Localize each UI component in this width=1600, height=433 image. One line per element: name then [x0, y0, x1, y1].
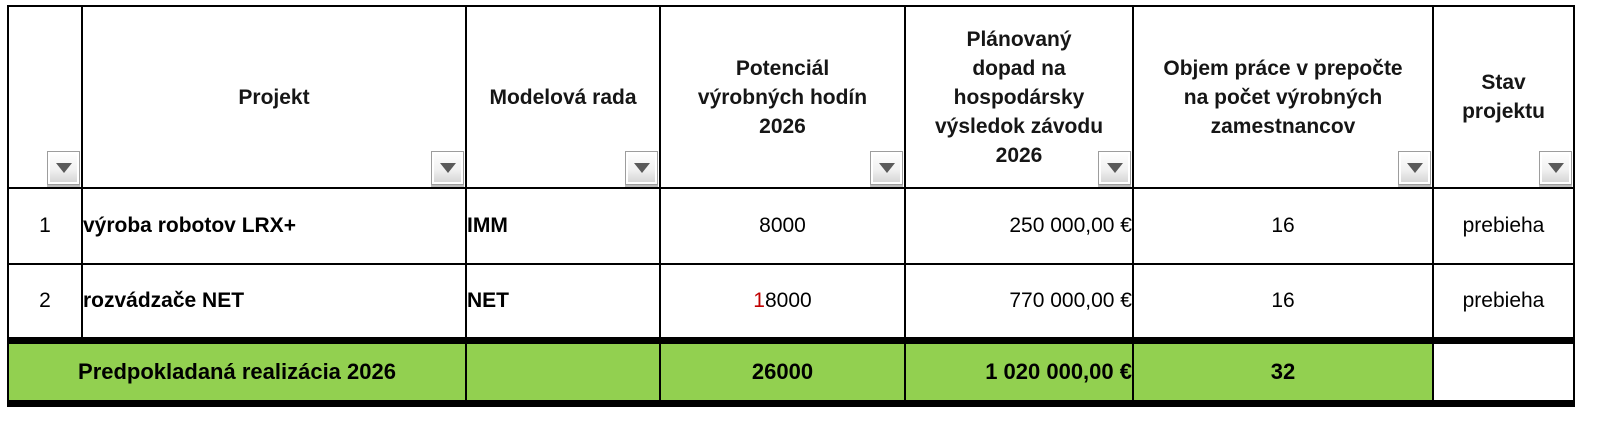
- column-header-dopad-label: Plánovaný dopad na hospodársky výsledok …: [934, 27, 1104, 167]
- filter-dropdown-icon: [1106, 163, 1123, 173]
- column-header-projekt-label: Projekt: [238, 85, 310, 109]
- total-row: Predpokladaná realizácia 2026 26000 1 02…: [7, 337, 1575, 407]
- filter-button-stav[interactable]: [1539, 151, 1572, 185]
- column-header-stav: Stav projektu: [1432, 5, 1575, 189]
- filter-dropdown-icon: [55, 163, 72, 173]
- column-header-potencial-label: Potenciál výrobných hodín 2026: [697, 56, 868, 138]
- filter-button-projekt[interactable]: [431, 151, 464, 185]
- filter-button-potencial[interactable]: [870, 151, 903, 185]
- cell-dopad: 250 000,00 €: [904, 187, 1134, 265]
- filter-dropdown-icon: [878, 163, 895, 173]
- filter-dropdown-icon: [633, 163, 650, 173]
- total-row-label: Predpokladaná realizácia 2026: [7, 337, 467, 407]
- cell-modelova-rada: NET: [465, 263, 661, 342]
- cell-objem: 16: [1132, 187, 1434, 265]
- projects-table-wrapper: Projekt Modelová rada Potenciál výrobnýc…: [7, 5, 1575, 407]
- column-header-rownum: [7, 5, 83, 189]
- header-row: Projekt Modelová rada Potenciál výrobnýc…: [7, 5, 1575, 189]
- column-header-objem: Objem práce v prepočte na počet výrobnýc…: [1132, 5, 1434, 189]
- cell-potencial-red-digit: 1: [753, 289, 765, 312]
- filter-button-objem[interactable]: [1398, 151, 1431, 185]
- cell-row-number: 1: [7, 187, 83, 265]
- column-header-projekt: Projekt: [81, 5, 467, 189]
- column-header-modelova-rada-label: Modelová rada: [489, 85, 637, 109]
- total-modelova-rada: [465, 337, 661, 407]
- table-row: 2 rozvádzače NET NET 18000 770 000,00 € …: [7, 263, 1575, 342]
- filter-button-dopad[interactable]: [1098, 151, 1131, 185]
- cell-row-number: 2: [7, 263, 83, 342]
- total-objem: 32: [1132, 337, 1434, 407]
- cell-modelova-rada: IMM: [465, 187, 661, 265]
- cell-projekt: výroba robotov LRX+: [81, 187, 467, 265]
- cell-potencial: 18000: [659, 263, 906, 342]
- cell-dopad: 770 000,00 €: [904, 263, 1134, 342]
- table-row: 1 výroba robotov LRX+ IMM 8000 250 000,0…: [7, 187, 1575, 265]
- cell-potencial-value: 8000: [759, 214, 806, 237]
- column-header-objem-label: Objem práce v prepočte na počet výrobnýc…: [1163, 56, 1403, 138]
- status-badge: prebieha: [1432, 263, 1575, 342]
- total-potencial: 26000: [659, 337, 906, 407]
- cell-objem: 16: [1132, 263, 1434, 342]
- column-header-potencial: Potenciál výrobných hodín 2026: [659, 5, 906, 189]
- status-badge: prebieha: [1432, 187, 1575, 265]
- filter-button-modelova-rada[interactable]: [625, 151, 658, 185]
- filter-dropdown-icon: [1547, 163, 1564, 173]
- total-dopad: 1 020 000,00 €: [904, 337, 1134, 407]
- column-header-modelova-rada: Modelová rada: [465, 5, 661, 189]
- cell-potencial: 8000: [659, 187, 906, 265]
- column-header-stav-label: Stav projektu: [1462, 71, 1545, 123]
- cell-projekt: rozvádzače NET: [81, 263, 467, 342]
- cell-potencial-value: 8000: [764, 289, 812, 312]
- projects-table: Projekt Modelová rada Potenciál výrobnýc…: [7, 5, 1575, 407]
- filter-button-rownum[interactable]: [47, 151, 80, 185]
- filter-dropdown-icon: [439, 163, 456, 173]
- column-header-dopad: Plánovaný dopad na hospodársky výsledok …: [904, 5, 1134, 189]
- total-stav-empty: [1432, 337, 1575, 407]
- filter-dropdown-icon: [1406, 163, 1423, 173]
